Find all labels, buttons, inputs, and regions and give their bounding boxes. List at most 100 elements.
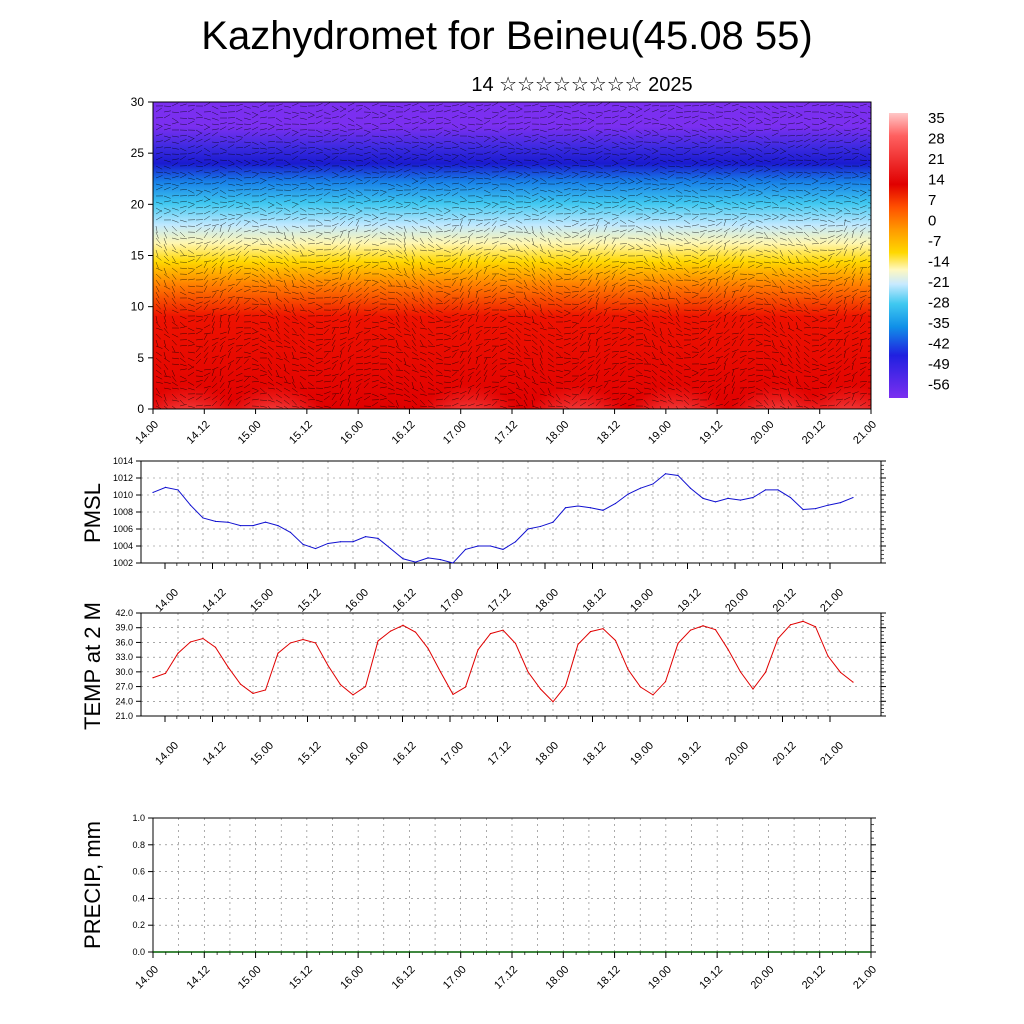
data-point <box>489 633 492 635</box>
data-point <box>327 664 329 667</box>
colorbar-label: 35 <box>928 110 945 127</box>
x-tick-label: 18.00 <box>533 587 561 615</box>
y-tick-label: 10 <box>131 300 145 314</box>
x-tick-label: 14.12 <box>184 964 212 992</box>
x-tick-label: 15.00 <box>236 419 264 447</box>
x-tick-label: 15.12 <box>296 587 324 615</box>
x-tick-label: 14.00 <box>133 964 161 992</box>
data-point <box>164 672 167 674</box>
data-point <box>189 641 192 643</box>
data-point <box>639 487 642 489</box>
x-tick-label: 17.00 <box>438 587 466 615</box>
data-point <box>514 541 517 543</box>
data-point <box>477 545 479 547</box>
data-point <box>427 647 429 649</box>
x-tick-label: 17.12 <box>492 964 520 992</box>
warm-cell-1 <box>223 347 328 409</box>
data-point <box>502 629 504 631</box>
y-tick-label: 1008 <box>113 507 133 517</box>
x-tick-label: 19.12 <box>697 419 725 447</box>
data-point <box>602 628 604 630</box>
data-point <box>839 502 842 504</box>
x-tick-label: 19.12 <box>676 740 704 768</box>
x-tick-label: 18.12 <box>581 587 609 615</box>
data-point <box>552 701 554 703</box>
x-tick-label: 17.00 <box>438 740 466 768</box>
data-point <box>652 694 654 696</box>
data-point <box>377 537 379 539</box>
data-point <box>739 671 742 673</box>
y-axis-label: PMSL <box>80 483 105 543</box>
x-tick-label: 18.00 <box>543 964 571 992</box>
data-point <box>264 689 267 691</box>
data-point <box>402 558 404 560</box>
x-tick-label: 16.12 <box>391 587 419 615</box>
x-tick-label: 20.00 <box>749 964 777 992</box>
colorbar-label: -28 <box>928 295 950 312</box>
x-tick-label: 19.00 <box>646 419 674 447</box>
colorbar-label: 28 <box>928 131 945 148</box>
data-point <box>589 507 592 509</box>
cross-section-heatmap: 0 5 10 15 20 25 30 14.00 14.12 15.00 15.12 16.00 16.… <box>131 95 879 447</box>
data-point <box>827 655 829 657</box>
data-point <box>452 693 454 696</box>
x-tick-label: 19.12 <box>697 964 725 992</box>
grid <box>141 461 881 563</box>
y-tick-label: 27.0 <box>115 682 133 692</box>
colorbar-label: 7 <box>928 192 936 209</box>
y-tick-label: 1014 <box>113 456 133 466</box>
x-tick-label: 21.00 <box>851 419 879 447</box>
y-tick-label: 33.0 <box>115 652 133 662</box>
x-tick-label: 20.12 <box>771 740 799 768</box>
data-point <box>464 686 467 688</box>
x-tick-label: 20.12 <box>771 587 799 615</box>
data-point <box>564 685 567 687</box>
wind-barbs <box>155 102 871 409</box>
x-tick-label: 14.00 <box>133 419 161 447</box>
chart-subtitle: 14 ☆☆☆☆☆☆☆☆ 2025 <box>471 74 693 96</box>
data-point <box>364 536 367 538</box>
y-tick-label: 0.0 <box>132 947 145 957</box>
colorbar-label: -7 <box>928 233 941 250</box>
data-point <box>152 677 154 679</box>
data-point <box>689 487 692 489</box>
y-tick-label: 1012 <box>113 473 133 483</box>
grid <box>153 817 871 952</box>
colorbar-label: 14 <box>928 172 945 189</box>
data-point <box>177 489 179 491</box>
x-tick-label: 18.12 <box>581 740 609 768</box>
grid <box>141 613 881 716</box>
data-point <box>439 671 442 673</box>
x-tick-label: 15.00 <box>236 964 264 992</box>
data-point <box>239 683 242 685</box>
data-point <box>789 496 792 499</box>
data-point <box>439 559 442 561</box>
x-tick-label: 21.00 <box>818 587 846 615</box>
y-tick-label: 0.8 <box>132 840 145 850</box>
x-tick-label: 17.00 <box>441 964 469 992</box>
data-point <box>764 489 767 491</box>
data-point <box>614 639 617 642</box>
x-tick-label: 18.00 <box>533 740 561 768</box>
x-tick-label: 14.12 <box>201 587 229 615</box>
data-point <box>552 521 554 523</box>
x-tick-label: 20.00 <box>723 740 751 768</box>
data-point <box>214 520 217 522</box>
data-point <box>289 642 292 644</box>
colorbar-label: -14 <box>928 254 950 271</box>
data-point <box>714 501 717 503</box>
x-tick-label: 16.00 <box>343 740 371 768</box>
data-point <box>314 547 317 550</box>
data-point <box>452 562 454 564</box>
y-tick-label: 42.0 <box>115 608 133 618</box>
temp-panel: 21.0 24.0 27.0 30.0 33.0 36.0 39.0 42.0 TEMP at … <box>80 602 886 768</box>
x-tick-label: 18.00 <box>543 419 571 447</box>
data-point <box>414 631 417 633</box>
precip-panel: 0.0 0.2 0.4 0.6 0.8 1.0 PRECIP, mm 14.00 14.12 15… <box>80 813 879 992</box>
data-point <box>727 497 729 499</box>
x-tick-label: 15.12 <box>296 740 324 768</box>
x-tick-label: 20.12 <box>800 964 828 992</box>
data-point <box>577 505 579 507</box>
data-point <box>339 541 342 543</box>
